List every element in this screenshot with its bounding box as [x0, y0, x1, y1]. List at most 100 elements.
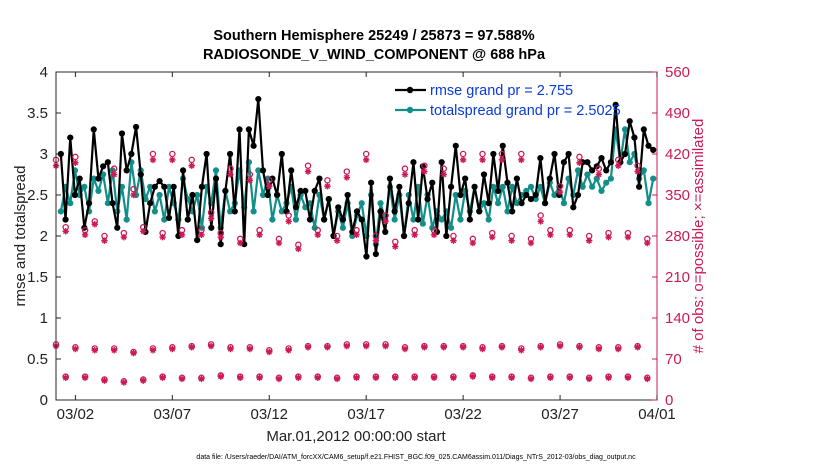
- obs-assimilated-point: [62, 374, 69, 381]
- totalspread-point: [574, 167, 582, 174]
- rmse-point: [457, 191, 464, 199]
- obs-assimilated-point: [266, 348, 273, 356]
- rmse-point: [631, 134, 638, 141]
- obs-assimilated-point: [372, 237, 380, 244]
- y-tick-label-left: 1: [40, 310, 48, 327]
- rmse-point: [452, 142, 459, 149]
- rmse-point: [335, 204, 342, 211]
- totalspread-point: [57, 208, 64, 215]
- obs-assimilated-point: [644, 375, 651, 383]
- rmse-point: [231, 208, 238, 215]
- obs-assimilated-point: [101, 237, 108, 244]
- rmse-point: [353, 208, 361, 215]
- rmse-point: [137, 171, 144, 178]
- rmse-point: [156, 177, 163, 185]
- obs-assimilated-point: [634, 168, 641, 175]
- rmse-point: [194, 237, 201, 244]
- rmse-point: [626, 118, 633, 125]
- obs-assimilated-point: [343, 342, 351, 350]
- obs-assimilated-point: [498, 344, 506, 351]
- rmse-point: [509, 208, 516, 215]
- totalspread-point: [292, 216, 300, 223]
- rmse-point: [570, 204, 577, 211]
- totalspread-point: [339, 224, 347, 231]
- rmse-point: [485, 200, 492, 207]
- totalspread-point: [419, 220, 426, 227]
- totalspread-point: [156, 191, 163, 199]
- obs-assimilated-point: [605, 233, 612, 241]
- rmse-point: [363, 253, 370, 260]
- obs-assimilated-point: [411, 231, 418, 239]
- rmse-point: [292, 204, 300, 211]
- rmse-point: [518, 200, 525, 207]
- obs-assimilated-point: [188, 344, 195, 351]
- x-tick-label: 03/22: [444, 406, 482, 423]
- obs-assimilated-point: [469, 373, 477, 380]
- rmse-point: [584, 159, 591, 166]
- rmse-point: [527, 196, 535, 203]
- totalspread-point: [457, 216, 464, 223]
- obs-assimilated-point: [576, 159, 583, 166]
- obs-assimilated-point: [382, 342, 389, 350]
- obs-assimilated-point: [91, 347, 98, 354]
- rmse-point: [377, 208, 384, 215]
- y-tick-label-left: 2: [40, 228, 48, 245]
- rmse-point: [368, 179, 375, 186]
- obs-assimilated-point: [644, 239, 651, 247]
- rmse-point: [499, 142, 506, 149]
- rmse-point: [278, 150, 285, 158]
- obs-possible-point: [72, 153, 79, 161]
- obs-assimilated-point: [469, 239, 477, 247]
- rmse-point: [415, 216, 422, 223]
- obs-assimilated-point: [140, 377, 147, 384]
- obs-assimilated-point: [372, 374, 380, 381]
- obs-assimilated-point: [101, 377, 108, 384]
- rmse-point: [372, 250, 379, 258]
- rmse-point: [612, 101, 619, 108]
- obs-assimilated-point: [518, 156, 525, 164]
- rmse-point: [410, 159, 417, 166]
- rmse-point: [513, 175, 520, 182]
- obs-assimilated-point: [207, 215, 215, 222]
- obs-assimilated-point: [615, 162, 622, 169]
- obs-possible-point: [304, 162, 312, 169]
- obs-assimilated-point: [392, 243, 399, 250]
- obs-assimilated-point: [518, 347, 525, 354]
- rmse-point: [358, 216, 365, 223]
- totalspread-point: [81, 183, 88, 190]
- rmse-point: [179, 167, 187, 174]
- totalspread-point: [311, 224, 318, 231]
- y-tick-label-left: 2.5: [27, 187, 48, 204]
- obs-assimilated-point: [362, 156, 370, 164]
- x-tick-label: 03/02: [57, 406, 95, 423]
- obs-assimilated-point: [130, 191, 137, 199]
- rmse-point: [76, 175, 83, 182]
- obs-possible-point: [130, 185, 137, 193]
- totalspread-point: [621, 126, 629, 133]
- totalspread-point: [598, 187, 605, 194]
- rmse-point: [104, 159, 111, 166]
- obs-assimilated-point: [120, 379, 128, 386]
- obs-assimilated-point: [440, 171, 447, 178]
- rmse-point: [67, 134, 74, 141]
- totalspread-point: [255, 167, 262, 174]
- obs-assimilated-point: [314, 231, 321, 239]
- totalspread-point: [499, 183, 506, 190]
- totalspread-point: [391, 216, 398, 223]
- obs-assimilated-point: [333, 375, 341, 383]
- obs-assimilated-point: [140, 228, 147, 235]
- obs-assimilated-point: [62, 228, 69, 235]
- y-tick-label-left: 0.5: [27, 351, 48, 368]
- rmse-point: [396, 183, 403, 190]
- rmse-point: [339, 216, 347, 223]
- rmse-point: [424, 196, 431, 203]
- rmse-point: [443, 232, 450, 240]
- totalspread-point: [194, 191, 201, 199]
- obs-assimilated-point: [527, 375, 535, 383]
- obs-possible-point: [207, 209, 215, 216]
- obs-assimilated-point: [595, 171, 603, 178]
- obs-possible-point: [576, 153, 583, 161]
- obs-assimilated-point: [547, 231, 554, 239]
- obs-possible-point: [421, 162, 428, 169]
- obs-assimilated-point: [508, 237, 515, 244]
